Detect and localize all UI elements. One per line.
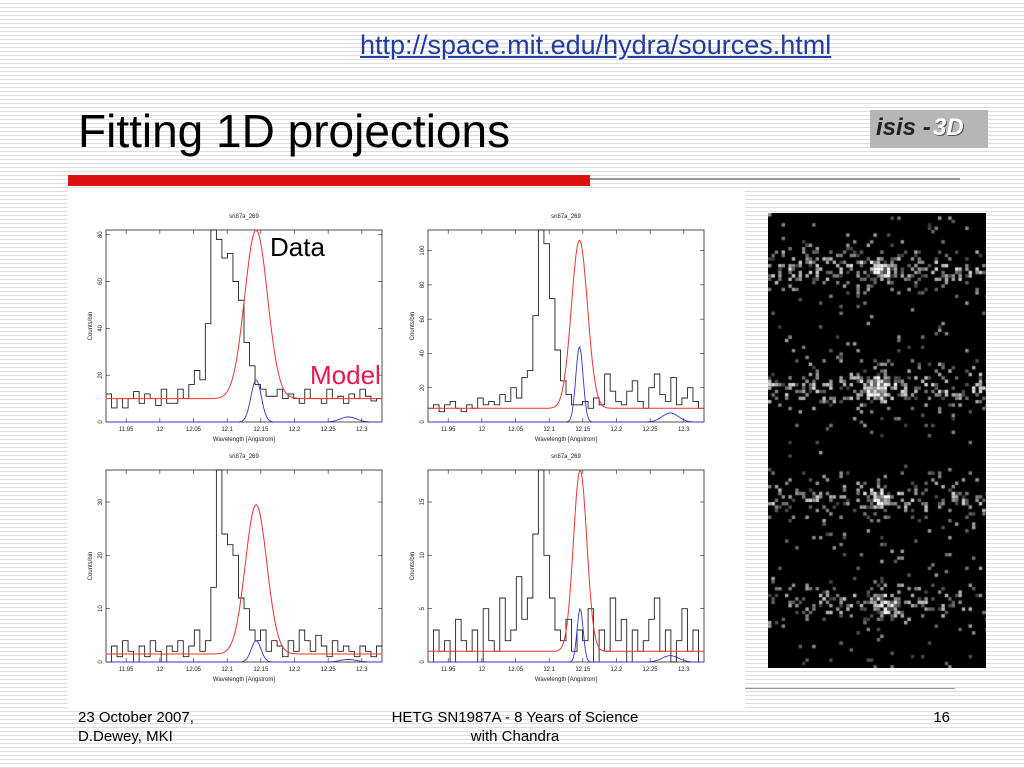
y-tick-label: 0 (420, 660, 426, 664)
page-number: 16 (933, 709, 950, 726)
y-tick-label: 40 (98, 324, 104, 331)
y-tick-label: 20 (98, 371, 104, 378)
y-axis-label: Counts/bin (410, 552, 416, 581)
x-tick-label: 12.2 (289, 667, 301, 673)
isis-3d-logo: isis - 3D (870, 110, 988, 148)
x-tick-label: 12.2 (611, 667, 623, 673)
plot-title: sn87a_269 (551, 214, 581, 220)
y-tick-label: 20 (420, 384, 426, 391)
x-tick-label: 12.15 (253, 667, 269, 673)
title-rule (590, 178, 960, 180)
y-tick-label: 5 (420, 606, 426, 610)
y-tick-label: 60 (98, 278, 104, 285)
data-annotation: Data (270, 232, 325, 262)
x-tick-label: 12 (479, 427, 486, 433)
model-curve (106, 229, 382, 400)
plot-bottom-right: sn87a_269 11.95 12 12.05 12.1 12.15 12.2 12.25 1… (410, 454, 705, 683)
y-tick-label: 20 (98, 551, 104, 558)
model-curve (428, 469, 704, 652)
y-tick-label: 10 (420, 551, 426, 558)
x-tick-label: 12.15 (575, 667, 591, 673)
logo-text-3d: 3D (933, 114, 964, 141)
y-axis-label: Counts/bin (88, 312, 94, 341)
y-tick-label: 40 (420, 349, 426, 356)
x-tick-label: 12.05 (186, 667, 202, 673)
y-tick-label: 0 (98, 660, 104, 664)
footer-title-line2: with Chandra (470, 728, 560, 745)
x-tick-label: 12.2 (611, 427, 623, 433)
model-annotation: Model (310, 360, 381, 390)
x-tick-label: 12.1 (221, 667, 233, 673)
plot-frame (105, 469, 383, 663)
plot-top-right: sn87a_269 11.95 12 12.05 12.1 12.15 12.2 12.25 1… (410, 214, 705, 443)
x-tick-label: 12.25 (321, 427, 337, 433)
footer-title-line1: HETG SN1987A - 8 Years of Science (391, 709, 639, 726)
x-axis-label: Wavelength [Angstrom] (535, 437, 597, 443)
x-tick-label: 12.05 (508, 427, 524, 433)
x-axis-label: Wavelength [Angstrom] (213, 437, 275, 443)
y-tick-label: 30 (98, 498, 104, 505)
x-tick-label: 12.25 (643, 667, 659, 673)
y-tick-label: 0 (98, 420, 104, 424)
x-tick-label: 12.3 (678, 427, 690, 433)
x-tick-label: 11.95 (119, 667, 134, 673)
plot-top-left: sn87a_269 11.95 12 12.05 12.1 12.15 12.2 12.25 1… (88, 214, 383, 443)
line-component-curve (428, 345, 704, 423)
y-tick-label: 0 (420, 420, 426, 424)
y-tick-label: 80 (98, 231, 104, 238)
footer-talk-title: HETG SN1987A - 8 Years of Science with C… (350, 708, 680, 746)
data-histogram (106, 469, 382, 663)
model-curve (106, 504, 382, 655)
detector-image (768, 213, 986, 668)
x-tick-label: 12 (479, 667, 486, 673)
y-axis-label: Counts/bin (88, 552, 94, 581)
plot-bottom-left: sn87a_269 11.95 12 12.05 12.1 12.15 12.2 12.25 1… (88, 454, 383, 683)
line-component-curve (106, 640, 382, 663)
y-axis-label: Counts/bin (410, 312, 416, 341)
x-tick-label: 12.3 (678, 667, 690, 673)
logo-text-isis: isis - (876, 114, 931, 141)
source-link[interactable]: http://space.mit.edu/hydra/sources.html (360, 30, 832, 60)
x-tick-label: 12.1 (543, 667, 555, 673)
y-tick-label: 100 (420, 245, 426, 256)
x-tick-label: 11.95 (119, 427, 134, 433)
plot-title: sn87a_269 (229, 214, 259, 220)
x-tick-label: 12.05 (186, 427, 202, 433)
x-tick-label: 12.25 (643, 427, 659, 433)
plots-panel (68, 190, 745, 708)
y-tick-label: 15 (420, 498, 426, 505)
x-tick-label: 12.25 (321, 667, 337, 673)
line-component-curve (106, 379, 382, 423)
x-tick-label: 12 (157, 667, 164, 673)
slide-title: Fitting 1D projections (78, 105, 511, 157)
footer-author: D.Dewey, MKI (78, 728, 173, 745)
footer-date-author: 23 October 2007, D.Dewey, MKI (78, 708, 194, 746)
y-tick-label: 60 (420, 315, 426, 322)
plot-title: sn87a_269 (229, 454, 259, 460)
x-tick-label: 12.15 (253, 427, 269, 433)
x-tick-label: 12.1 (221, 427, 233, 433)
x-tick-label: 12.2 (289, 427, 301, 433)
footer-rule (745, 688, 955, 689)
model-curve (428, 239, 704, 409)
y-tick-label: 10 (98, 605, 104, 612)
title-accent-bar (68, 175, 590, 186)
data-histogram (428, 229, 704, 413)
x-tick-label: 11.95 (441, 667, 456, 673)
y-tick-label: 80 (420, 281, 426, 288)
x-tick-label: 12.15 (575, 427, 591, 433)
line-component-curve (428, 607, 704, 663)
plot-frame (105, 229, 383, 423)
x-axis-label: Wavelength [Angstrom] (213, 677, 275, 683)
x-tick-label: 12.3 (356, 667, 368, 673)
x-tick-label: 12.3 (356, 427, 368, 433)
x-axis-label: Wavelength [Angstrom] (535, 677, 597, 683)
plot-title: sn87a_269 (551, 454, 581, 460)
x-tick-label: 11.95 (441, 427, 456, 433)
footer-date: 23 October 2007, (78, 709, 194, 726)
x-tick-label: 12.05 (508, 667, 524, 673)
x-tick-label: 12 (157, 427, 164, 433)
x-tick-label: 12.1 (543, 427, 555, 433)
